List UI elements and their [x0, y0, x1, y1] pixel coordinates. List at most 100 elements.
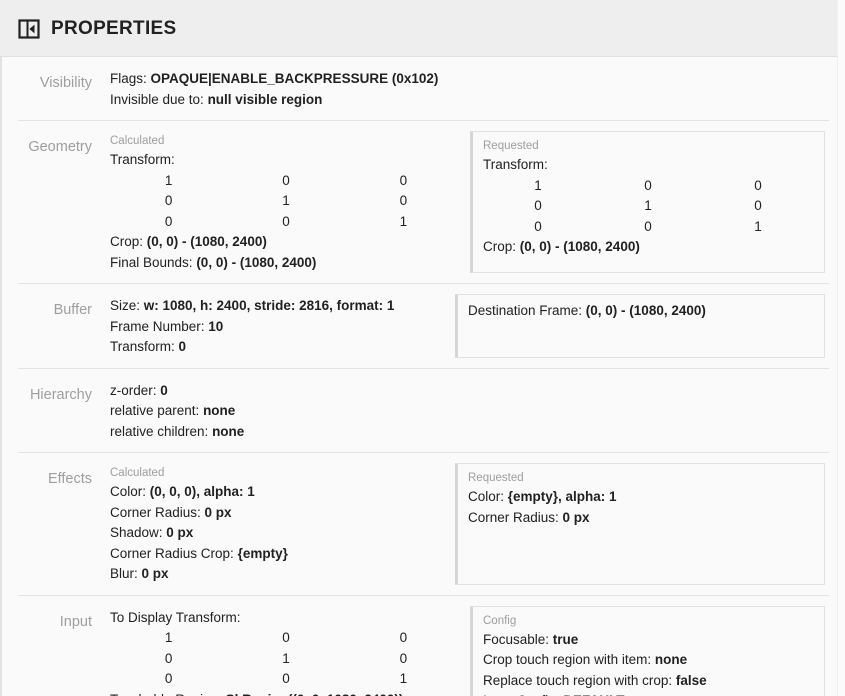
buffer-frame-key: Frame Number: [110, 318, 209, 334]
matrix-cell: 0 [399, 630, 408, 645]
table-row: 0 1 0 [110, 191, 462, 212]
effects-blur-line: Blur: 0 px [110, 564, 447, 585]
table-row: 1 0 0 [110, 628, 462, 649]
matrix-cell: 0 [534, 218, 542, 234]
effects-color-key: Color: [110, 484, 150, 499]
table-row: 0 0 1 [110, 212, 462, 233]
matrix-cell: 0 [282, 213, 290, 229]
matrix-cell: 1 [644, 198, 652, 213]
section-effects: Effects Calculated Color: (0, 0, 0), alp… [18, 453, 829, 596]
effects-shadow-key: Shadow: [110, 525, 167, 540]
hierarchy-children-key: relative children: [110, 423, 213, 439]
section-geometry: Geometry Calculated Transform: 1 0 0 0 1 [18, 121, 829, 284]
effects-requested-corner-radius-key: Corner Radius: [468, 509, 563, 525]
buffer-frame-line: Frame Number: 10 [110, 317, 447, 338]
section-label-geometry: Geometry [28, 139, 92, 155]
matrix-cell: 0 [164, 193, 173, 208]
effects-corner-radius-crop-line: Corner Radius Crop: {empty} [110, 544, 447, 565]
geometry-bounds-value: (0, 0) - (1080, 2400) [196, 254, 317, 270]
effects-blur-key: Blur: [110, 566, 142, 581]
input-replace-touch-key: Replace touch region with crop: [483, 672, 676, 688]
input-matrix: 1 0 0 0 1 0 0 0 1 [110, 628, 462, 690]
hierarchy-zorder-line: z-order: 0 [110, 381, 447, 402]
section-label-input: Input [59, 613, 92, 630]
properties-body[interactable]: Visibility Flags: OPAQUE|ENABLE_BACKPRES… [0, 57, 837, 696]
buffer-dest-frame-line: Destination Frame: (0, 0) - (1080, 2400) [468, 301, 816, 322]
input-focusable-line: Focusable: true [483, 630, 816, 651]
matrix-cell: 0 [399, 193, 408, 208]
input-touch-key: Touchable Region: [110, 692, 226, 696]
visibility-reason-value: null visible region [207, 91, 323, 107]
buffer-transform-key: Transform: [110, 339, 179, 354]
effects-requested-color-line: Color: {empty}, alpha: 1 [468, 487, 816, 508]
input-config-value: DEFAULT [563, 693, 624, 696]
hierarchy-zorder-key: z-order: [110, 382, 161, 398]
matrix-cell: 0 [164, 213, 173, 229]
collapse-panel-left-icon[interactable] [18, 18, 40, 40]
scrollbar-track[interactable] [837, 0, 845, 696]
effects-color-line: Color: (0, 0, 0), alpha: 1 [110, 482, 447, 503]
geometry-calculated-crop-line: Crop: (0, 0) - (1080, 2400) [110, 232, 462, 253]
effects-calculated-sublabel: Calculated [110, 467, 165, 479]
buffer-size-line: Size: w: 1080, h: 2400, stride: 2816, fo… [110, 296, 447, 317]
geometry-requested-sublabel: Requested [483, 140, 539, 152]
visibility-content: Flags: OPAQUE|ENABLE_BACKPRESSURE (0x102… [92, 67, 447, 110]
section-label-visibility: Visibility [39, 75, 92, 91]
hierarchy-parent-key: relative parent: [110, 403, 204, 418]
matrix-cell: 0 [399, 650, 408, 666]
table-row: 0 1 0 [483, 196, 813, 217]
effects-requested-color-key: Color: [468, 489, 508, 504]
effects-requested: Requested Color: {empty}, alpha: 1 Corne… [455, 463, 825, 585]
input-config-key: Input Config: [483, 693, 563, 696]
hierarchy-content: z-order: 0 relative parent: none relativ… [92, 379, 447, 443]
table-row: 1 0 0 [110, 171, 462, 192]
buffer-dest-key: Destination Frame: [468, 303, 586, 318]
input-focusable-key: Focusable: [483, 631, 553, 647]
geometry-crop-value: (0, 0) - (1080, 2400) [146, 234, 267, 249]
buffer-transform-value: 0 [178, 339, 187, 354]
geometry-requested-crop-key: Crop: [483, 239, 520, 254]
matrix-cell: 0 [534, 198, 542, 213]
hierarchy-parent-value: none [203, 403, 236, 418]
matrix-cell: 1 [534, 177, 542, 193]
effects-shadow-line: Shadow: 0 px [110, 523, 447, 544]
geometry-calculated-sublabel: Calculated [110, 135, 165, 147]
matrix-cell: 0 [644, 218, 652, 234]
effects-corner-radius-key: Corner Radius: [110, 504, 205, 520]
matrix-cell: 1 [164, 172, 173, 188]
visibility-reason-line: Invisible due to: null visible region [110, 90, 447, 111]
input-replace-touch-line: Replace touch region with crop: false [483, 671, 816, 692]
matrix-cell: 1 [399, 213, 408, 229]
hierarchy-zorder-value: 0 [160, 382, 168, 398]
geometry-crop-key: Crop: [110, 234, 147, 249]
section-hierarchy: Hierarchy z-order: 0 relative parent: no… [18, 369, 829, 453]
geometry-calculated-transform-label: Transform: [110, 152, 175, 167]
input-crop-touch-key: Crop touch region with item: [483, 652, 655, 667]
input-calculated: To Display Transform: 1 0 0 0 1 0 [92, 606, 462, 696]
hierarchy-parent-line: relative parent: none [110, 401, 447, 422]
input-config: Config Focusable: true Crop touch region… [470, 605, 825, 696]
matrix-cell: 1 [282, 650, 290, 666]
input-touchable-region-line: Touchable Region: SkRegion((0, 0, 1080, … [110, 690, 462, 696]
geometry-requested-matrix: 1 0 0 0 1 0 0 0 1 [483, 176, 813, 238]
effects-corner-radius-crop-key: Corner Radius Crop: [110, 545, 238, 561]
hierarchy-children-line: relative children: none [110, 422, 447, 443]
input-focusable-value: true [552, 631, 579, 647]
geometry-bounds-key: Final Bounds: [110, 254, 197, 270]
matrix-cell: 1 [164, 630, 173, 645]
section-input: Input To Display Transform: 1 0 0 0 1 0 [18, 596, 829, 696]
buffer-dest-value: (0, 0) - (1080, 2400) [585, 303, 706, 318]
input-replace-touch-value: false [675, 672, 707, 688]
effects-blur-value: 0 px [141, 566, 169, 581]
panel-header: PROPERTIES [0, 0, 837, 57]
page-title: PROPERTIES [51, 17, 177, 39]
section-label-hierarchy: Hierarchy [29, 386, 92, 403]
table-row: 0 1 0 [110, 649, 462, 670]
input-touch-value: SkRegion((0, 0, 1080, 2400)) [226, 692, 404, 696]
hierarchy-children-value: none [212, 423, 245, 439]
effects-requested-corner-radius-line: Corner Radius: 0 px [468, 508, 816, 529]
matrix-cell: 0 [754, 177, 762, 193]
effects-requested-corner-radius-value: 0 px [562, 509, 590, 525]
table-row: 0 0 1 [110, 669, 462, 690]
